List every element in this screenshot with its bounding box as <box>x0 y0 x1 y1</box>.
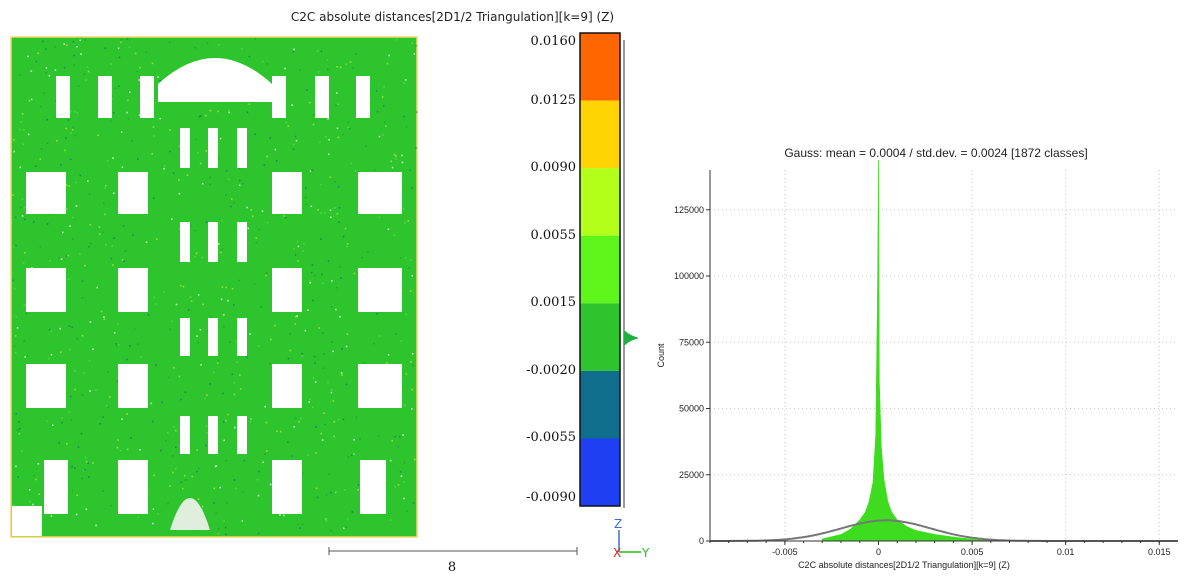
y-tick-label: 125000 <box>674 205 704 215</box>
facade-window <box>360 460 386 514</box>
facade-window <box>180 318 190 356</box>
facade-window <box>26 172 66 214</box>
axis-triad: Z X Y <box>613 517 650 560</box>
facade-window <box>44 460 68 514</box>
facade-window <box>272 172 302 214</box>
facade-window <box>118 460 148 514</box>
facade-window <box>237 416 247 454</box>
color-scale-label: -0.0020 <box>526 362 576 378</box>
x-tick-label: 0.015 <box>1148 547 1171 557</box>
facade-window <box>118 364 148 408</box>
facade-window <box>358 172 402 214</box>
color-scale-segment <box>580 303 620 371</box>
facade-window <box>118 268 148 312</box>
x-tick-label: -0.005 <box>772 547 798 557</box>
facade-window <box>237 128 247 168</box>
facade-window <box>237 222 247 262</box>
axis-z-label: Z <box>614 517 622 531</box>
color-scale-label: 0.0055 <box>530 227 577 243</box>
facade-window <box>180 222 190 262</box>
color-scale-label: 0.0090 <box>530 160 577 176</box>
axis-y-label: Y <box>641 546 650 560</box>
color-scale-border <box>579 32 621 507</box>
facade-window <box>180 416 190 454</box>
y-tick-label: 50000 <box>679 404 704 414</box>
facade-window <box>180 128 190 168</box>
entrance-door <box>170 498 210 530</box>
facade-window <box>26 268 66 312</box>
x-tick-label: 0.01 <box>1057 547 1075 557</box>
facade-window <box>237 318 247 356</box>
x-axis-label: C2C absolute distances[2D1/2 Triangulati… <box>798 560 1010 570</box>
facade-window <box>272 76 286 118</box>
facade-window <box>208 128 218 168</box>
facade-window <box>208 222 218 262</box>
view-title: C2C absolute distances[2D1/2 Triangulati… <box>290 10 615 24</box>
facade-window <box>98 76 112 118</box>
color-scale-label: -0.0090 <box>526 490 576 505</box>
facade-window <box>208 416 218 454</box>
facade-window <box>56 76 70 118</box>
color-scale-segment <box>580 100 620 169</box>
histogram-bars <box>822 160 992 542</box>
color-scale-label: 0.0015 <box>530 295 577 311</box>
y-tick-label: 75000 <box>679 337 704 347</box>
point-cloud-facade[interactable] <box>10 36 420 541</box>
facade-window <box>118 172 148 214</box>
color-scale-label: 0.0160 <box>530 34 577 49</box>
color-scale-segment <box>580 235 620 304</box>
facade-window <box>315 76 329 118</box>
facade-window <box>356 76 370 118</box>
facade-window <box>208 318 218 356</box>
histogram-grid <box>710 170 1178 541</box>
facade-window <box>272 460 302 514</box>
y-axis-label: Count <box>656 343 666 368</box>
histogram-chart: -0.005 0 0.005 0.01 0.015 0 25000 50000 75000 100… <box>656 160 1178 570</box>
axis-x-label: X <box>613 546 621 560</box>
facade-window <box>272 268 302 312</box>
scale-histogram-peak <box>624 330 638 346</box>
y-tick-label: 100000 <box>674 271 704 281</box>
scale-bar-label: 8 <box>447 560 457 575</box>
facade-window <box>12 506 42 536</box>
roof-dormer <box>158 58 272 102</box>
color-scale-segment <box>580 438 620 506</box>
histogram-title: Gauss: mean = 0.0004 / std.dev. = 0.0024… <box>784 146 1088 160</box>
color-scale-segment <box>580 370 620 439</box>
color-scale-segment <box>580 168 620 236</box>
facade-window <box>272 364 302 408</box>
x-tick-label: 0.005 <box>961 547 984 557</box>
facade-window <box>358 268 402 312</box>
y-tick-label: 0 <box>699 536 704 546</box>
facade-window <box>140 76 154 118</box>
scale-bar <box>328 547 578 555</box>
color-scale-label: 0.0125 <box>530 92 577 108</box>
color-scale-label: -0.0055 <box>526 430 576 446</box>
color-scale-bar <box>579 32 638 508</box>
facade-window <box>26 364 66 408</box>
color-scale-segment <box>580 33 620 101</box>
facade-window <box>358 364 402 408</box>
x-tick-label: 0 <box>876 547 881 557</box>
y-tick-label: 25000 <box>679 470 704 480</box>
facade-windows <box>12 76 402 536</box>
